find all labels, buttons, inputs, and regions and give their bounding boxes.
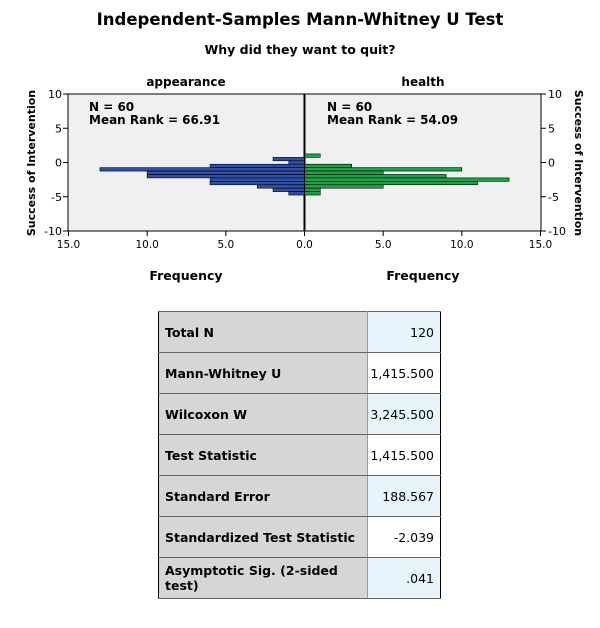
y-tick-label-left-3: -5: [51, 191, 62, 204]
bar-health-9: [304, 184, 384, 189]
x-axis-appearance: 15.0 10.0 5.0 0.0: [57, 231, 313, 251]
y-tick-label-left-1: 5: [55, 122, 62, 135]
row-value: 1,415.500: [367, 434, 441, 476]
bar-health-11: [304, 191, 321, 196]
x-tick-label-appearance-0: 15.0: [57, 239, 80, 251]
bar-appearance-4: [99, 167, 305, 172]
bar-health-0: [304, 153, 321, 158]
table-row: Mann-Whitney U 1,415.500: [158, 352, 441, 394]
row-label: Test Statistic: [158, 434, 368, 476]
x-tick-label-health-3: 15.0: [529, 239, 552, 251]
panel-title-health: health: [401, 75, 444, 89]
table-row: Asymptotic Sig. (2-sided test) .041: [158, 557, 441, 599]
table-row: Standard Error 188.567: [158, 475, 441, 517]
panel-health: health N = 60 Mean Rank = 54.09 10 5 0 -5 -1…: [304, 75, 566, 283]
bar-appearance-8: [209, 181, 305, 186]
pyramid-histogram: appearance N = 60 Mean Rank = 66.91 10 5 0…: [25, 75, 585, 283]
bar-health-3: [304, 163, 353, 168]
row-label: Standard Error: [158, 475, 368, 517]
y-tick-label-left-2: 0: [55, 157, 62, 170]
table-row: Standardized Test Statistic -2.039: [158, 516, 441, 558]
y-axis-title-left: Success of Intervention: [25, 90, 38, 236]
y-tick-label-right-2: 0: [548, 157, 555, 170]
row-value: -2.039: [367, 516, 441, 558]
bar-appearance-10: [272, 187, 305, 192]
x-axis-health: 5.0 10.0 15.0: [375, 231, 552, 251]
table-row: Test Statistic 1,415.500: [158, 434, 441, 476]
bar-appearance-2: [288, 160, 305, 165]
x-axis-title-appearance: Frequency: [149, 268, 222, 283]
bar-appearance-9: [256, 184, 305, 189]
bar-health-8: [304, 181, 478, 186]
y-tick-label-right-3: -5: [548, 191, 559, 204]
x-tick-label-health-2: 10.0: [450, 239, 473, 251]
mean-rank-health: Mean Rank = 54.09: [327, 113, 458, 127]
bar-health-4: [304, 167, 463, 172]
row-value: 188.567: [367, 475, 441, 517]
table-row: Total N 120: [158, 311, 441, 353]
y-tick-label-right-0: 10: [548, 88, 562, 101]
row-value: 120: [367, 311, 441, 353]
y-tick-label-right-1: 5: [548, 122, 555, 135]
table-row: Wilcoxon W 3,245.500: [158, 393, 441, 435]
bar-appearance-3: [209, 163, 305, 168]
bar-health-6: [304, 174, 447, 179]
n-label-health: N = 60: [327, 100, 372, 114]
row-value: 1,415.500: [367, 352, 441, 394]
chart-title: Independent-Samples Mann-Whitney U Test: [96, 10, 504, 29]
row-label: Total N: [158, 311, 368, 353]
bar-health-10: [304, 187, 321, 192]
y-axis-right: 10 5 0 -5 -10: [541, 88, 566, 238]
y-tick-label-left-0: 10: [48, 88, 62, 101]
bar-health-7: [304, 177, 510, 182]
row-label: Standardized Test Statistic: [158, 516, 368, 558]
x-tick-label-appearance-1: 10.0: [135, 239, 158, 251]
bar-appearance-5: [146, 170, 305, 175]
mean-rank-appearance: Mean Rank = 66.91: [89, 113, 220, 127]
n-label-appearance: N = 60: [89, 100, 134, 114]
test-summary-table: Total N 120 Mann-Whitney U 1,415.500 Wilcoxo…: [158, 311, 441, 599]
y-tick-label-right-4: -10: [548, 225, 566, 238]
panel-appearance: appearance N = 60 Mean Rank = 66.91 10 5 0…: [44, 75, 313, 283]
x-tick-label-appearance-2: 5.0: [217, 239, 234, 251]
row-label: Mann-Whitney U: [158, 352, 368, 394]
bar-appearance-7: [209, 177, 305, 182]
panel-title-appearance: appearance: [146, 75, 225, 89]
x-axis-title-health: Frequency: [386, 268, 459, 283]
row-value: .041: [367, 557, 441, 599]
x-tick-label-appearance-3: 0.0: [296, 239, 313, 251]
chart-subtitle: Why did they want to quit?: [204, 42, 396, 57]
bar-appearance-1: [272, 157, 305, 162]
plot-area-health: [304, 93, 542, 232]
y-axis-left: 10 5 0 -5 -10: [44, 88, 68, 238]
bar-appearance-6: [146, 174, 305, 179]
y-axis-title-right: Success of Intervention: [572, 90, 585, 236]
y-tick-label-left-4: -10: [44, 225, 62, 238]
bar-appearance-11: [288, 191, 305, 196]
row-label: Wilcoxon W: [158, 393, 368, 435]
row-label: Asymptotic Sig. (2-sided test): [158, 557, 368, 599]
row-value: 3,245.500: [367, 393, 441, 435]
bar-health-5: [304, 170, 384, 175]
x-tick-label-health-1: 5.0: [375, 239, 392, 251]
plot-area-appearance: [67, 93, 305, 232]
